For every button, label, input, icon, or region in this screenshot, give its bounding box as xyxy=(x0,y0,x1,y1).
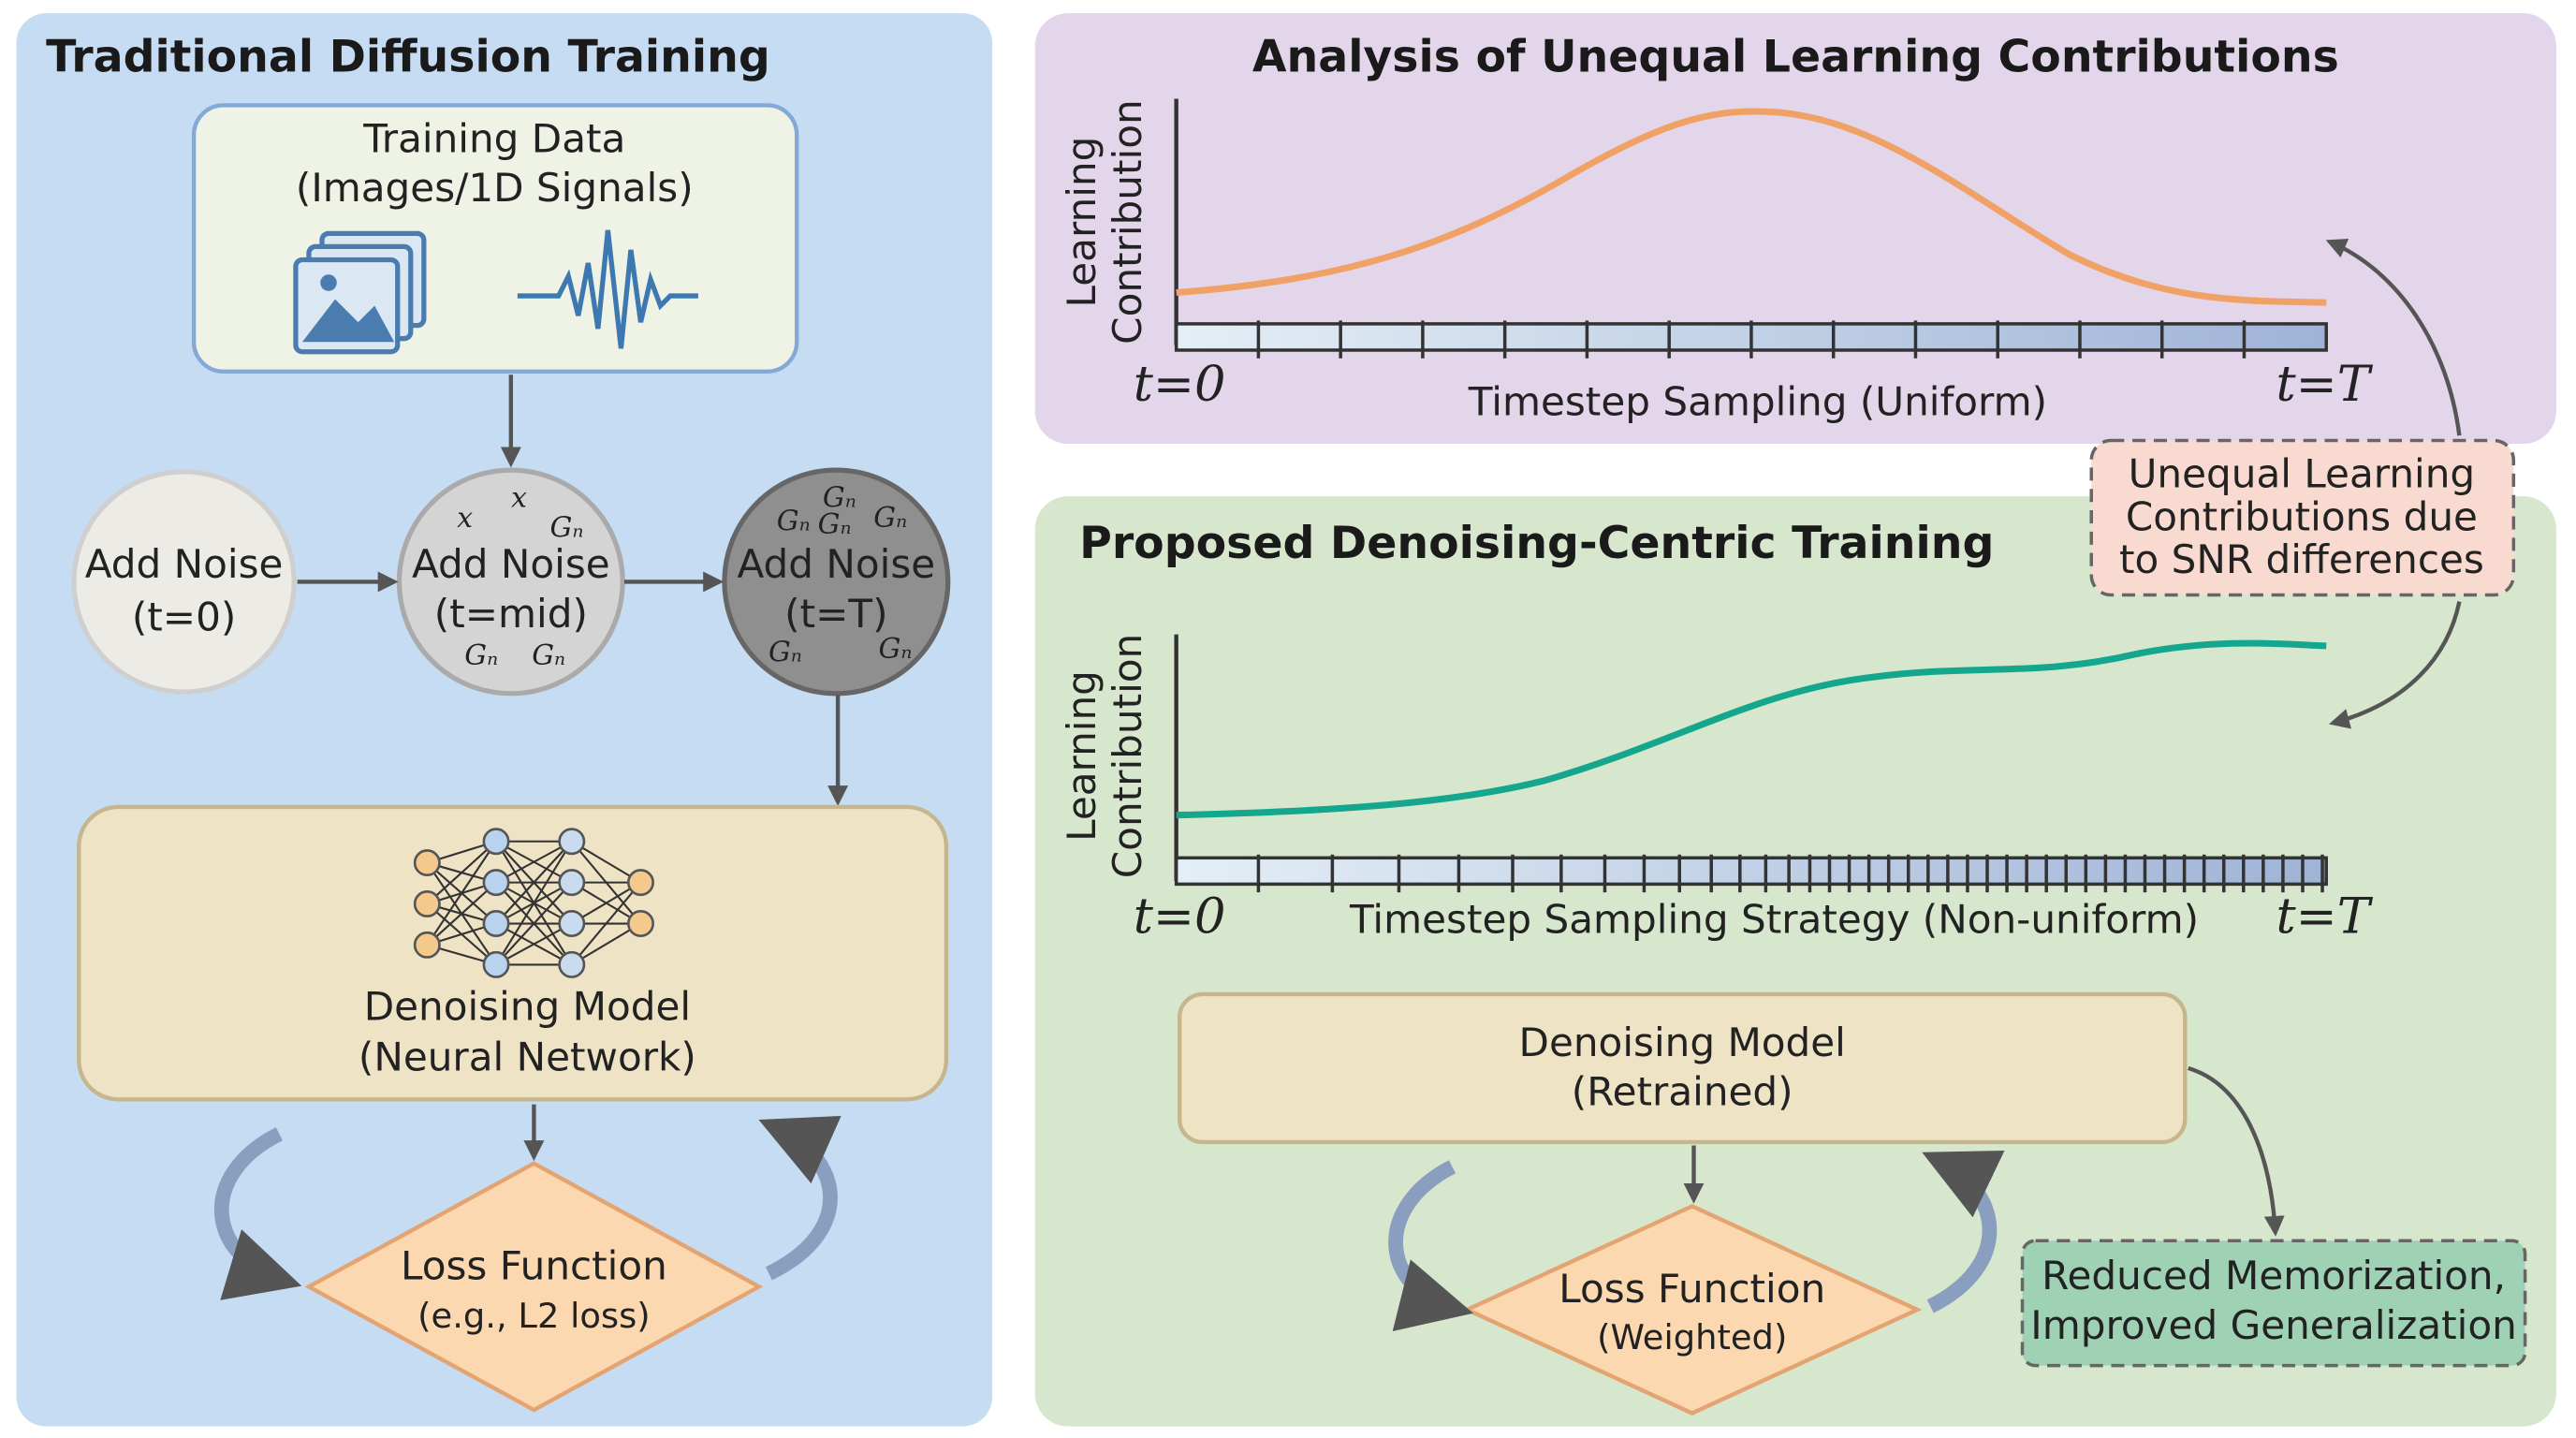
nn-edge xyxy=(426,881,497,946)
box-text: Denoising Model xyxy=(1519,1020,1846,1065)
axis-label: Timestep Sampling Strategy (Non-uniform) xyxy=(1349,896,2199,942)
nn-node xyxy=(482,950,510,978)
box-text: Reduced Memorization, xyxy=(2042,1253,2506,1299)
box-text: (Images/1D Signals) xyxy=(296,165,694,211)
nn-edge xyxy=(495,881,573,966)
noise-symbol: Gₙ xyxy=(823,482,856,515)
nn-node xyxy=(558,828,586,856)
nn-edge xyxy=(495,841,573,965)
box-text: Loss Function xyxy=(1559,1266,1825,1312)
axis-start: t=0 xyxy=(1134,888,1226,945)
nn-node xyxy=(558,869,586,897)
arrow xyxy=(2325,238,2462,436)
loss-diamond xyxy=(304,1161,764,1413)
noise-symbol: Gₙ xyxy=(818,508,852,541)
contribution-curve xyxy=(1176,108,2327,306)
nn-node xyxy=(413,931,441,959)
axis-end: t=T xyxy=(2276,888,2374,945)
axis-end: t=T xyxy=(2276,356,2374,413)
box-text: (Neural Network) xyxy=(359,1034,696,1080)
nn-node xyxy=(558,910,586,937)
nn-node xyxy=(413,849,441,877)
noise-symbol: x xyxy=(457,502,473,535)
network-icon xyxy=(413,828,654,978)
nn-node xyxy=(627,869,654,897)
nn-edge xyxy=(426,840,497,905)
result-box xyxy=(2020,1239,2527,1368)
loss-diamond xyxy=(1462,1203,1923,1416)
noise-circle xyxy=(722,467,951,697)
noise-step: (t=0) xyxy=(132,594,236,639)
axis-label: Learning xyxy=(1059,137,1105,308)
noise-symbol: Gₙ xyxy=(768,637,802,669)
noise-symbol: Gₙ xyxy=(550,511,584,544)
noise-circle xyxy=(71,469,297,695)
contribution-curve xyxy=(1176,639,2327,819)
strip-ticks xyxy=(1256,854,2324,893)
noise-label: Add Noise xyxy=(85,541,284,587)
noise-symbol: Gₙ xyxy=(777,505,811,537)
nn-node xyxy=(558,950,586,978)
noise-symbol: Gₙ xyxy=(464,639,498,672)
cycle-arrow xyxy=(213,1127,302,1300)
panel-title: Proposed Denoising-Centric Training xyxy=(1079,518,1994,569)
note-box xyxy=(2089,438,2516,597)
arrow xyxy=(2188,1065,2285,1237)
noise-symbol: Gₙ xyxy=(879,633,913,666)
nn-edge xyxy=(495,840,573,884)
axis-label: Timestep Sampling (Uniform) xyxy=(1468,378,2047,424)
axis-label: Contribution xyxy=(1105,634,1150,878)
nn-edge xyxy=(570,881,642,966)
nn-node xyxy=(482,869,510,897)
nn-node xyxy=(482,910,510,937)
noise-label: Add Noise xyxy=(412,541,610,587)
noise-circle xyxy=(396,467,625,697)
nn-node xyxy=(482,828,510,856)
axis-label: Contribution xyxy=(1105,99,1150,344)
cycle-arrow xyxy=(1922,1151,2005,1313)
model-box xyxy=(1177,991,2188,1145)
box-text: Denoising Model xyxy=(364,983,691,1029)
nn-edge xyxy=(495,841,573,925)
strip-ticks xyxy=(1256,320,2247,359)
cycle-arrow xyxy=(758,1116,842,1281)
box-text: (e.g., L2 loss) xyxy=(417,1296,651,1336)
panel-title: Analysis of Unequal Learning Contributio… xyxy=(1252,31,2339,82)
image-icon xyxy=(293,230,427,355)
nn-node xyxy=(413,889,441,917)
nn-node xyxy=(627,910,654,937)
signal-icon xyxy=(517,229,698,349)
axis-start: t=0 xyxy=(1134,356,1226,413)
cycle-arrow xyxy=(1388,1160,1473,1331)
nn-edge xyxy=(426,841,497,946)
timestep-strip xyxy=(1174,856,2328,887)
model-box xyxy=(77,804,949,1102)
nn-edge xyxy=(495,922,573,966)
noise-symbol: Gₙ xyxy=(532,639,565,672)
axis-label: Learning xyxy=(1059,670,1105,842)
box-text: Improved Generalization xyxy=(2030,1302,2516,1348)
panel-title: Traditional Diffusion Training xyxy=(46,31,770,82)
box-text: Loss Function xyxy=(401,1243,667,1289)
noise-symbol: x xyxy=(511,482,527,515)
noise-step: (t=T) xyxy=(784,591,887,637)
note-text: to SNR differences xyxy=(2119,536,2484,582)
note-text: Contributions due xyxy=(2126,493,2478,539)
noise-symbol: Gₙ xyxy=(873,502,907,535)
box-text: (Retrained) xyxy=(1572,1069,1793,1115)
note-text: Unequal Learning xyxy=(2129,451,2476,497)
arrow xyxy=(2329,601,2462,729)
noise-step: (t=mid) xyxy=(434,591,588,637)
noise-label: Add Noise xyxy=(737,541,935,587)
box-text: (Weighted) xyxy=(1597,1317,1787,1357)
box-text: Training Data xyxy=(362,116,625,162)
